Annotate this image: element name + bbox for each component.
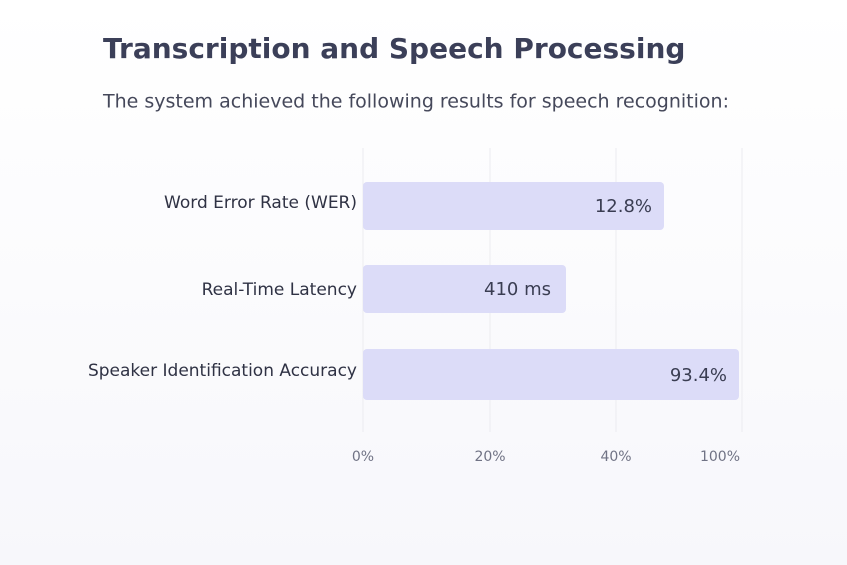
value-label: 410 ms	[484, 279, 551, 300]
bar	[363, 182, 664, 230]
bar	[363, 349, 739, 400]
row-label: Word Error Rate (WER)	[164, 193, 357, 213]
x-tick-label: 100%	[700, 449, 740, 465]
subtitle: The system achieved the following result…	[102, 91, 729, 113]
row-label: Speaker Identification Accuracy	[88, 361, 357, 381]
x-tick-label: 0%	[352, 449, 374, 465]
value-label: 12.8%	[595, 196, 652, 217]
bar	[363, 265, 566, 313]
x-tick-label: 40%	[600, 449, 631, 465]
row-label: Real-Time Latency	[202, 280, 357, 300]
value-label: 93.4%	[670, 365, 727, 386]
x-tick-label: 20%	[474, 449, 505, 465]
title: Transcription and Speech Processing	[103, 32, 685, 65]
